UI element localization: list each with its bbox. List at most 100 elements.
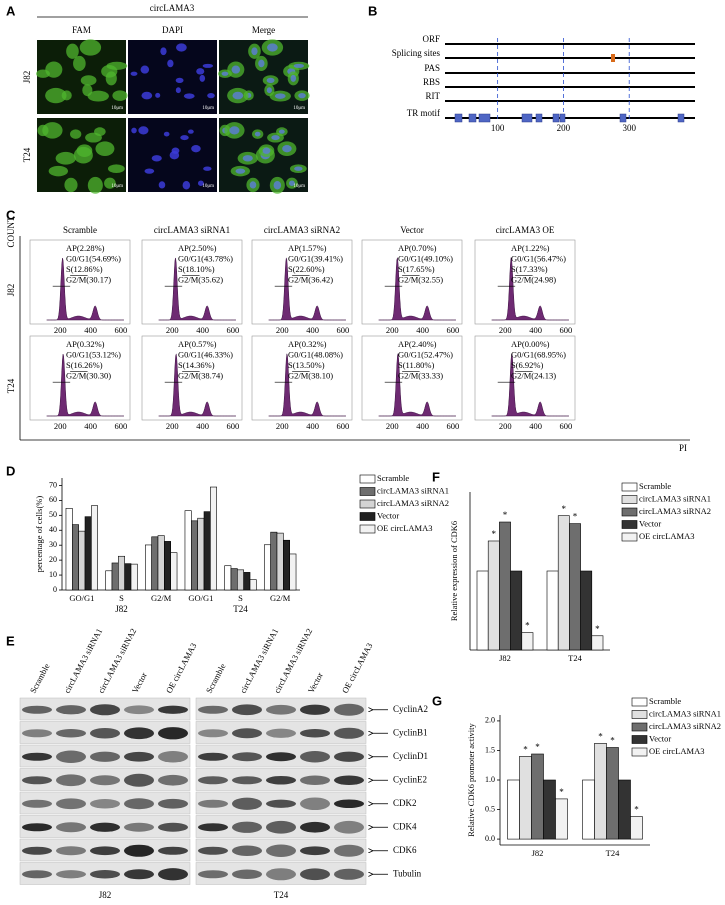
- band: [22, 776, 52, 785]
- nucleus: [274, 93, 286, 99]
- band: [158, 705, 188, 714]
- cell: [107, 164, 125, 173]
- legend-label: Scramble: [639, 481, 671, 491]
- nucleus: [290, 74, 297, 82]
- band: [198, 823, 228, 832]
- tr-motif: [478, 113, 491, 123]
- significance-mark: *: [598, 731, 603, 741]
- band: [300, 821, 330, 833]
- stat-label: G0/G1(48.08%): [288, 349, 343, 359]
- nucleus: [262, 147, 271, 154]
- band: [56, 846, 86, 856]
- cell: [48, 165, 69, 177]
- splice-site: [611, 54, 615, 62]
- stat-label: S(17.65%): [398, 264, 435, 274]
- y-tick-label: 0: [53, 585, 57, 594]
- bar: [230, 568, 238, 591]
- band: [124, 798, 154, 810]
- x-tick-label: J82: [499, 653, 511, 663]
- tick-label: 600: [447, 325, 460, 335]
- track-label: Splicing sites: [392, 48, 441, 58]
- protein-label: CyclinE2: [393, 774, 427, 784]
- tick-label: 100: [491, 123, 505, 133]
- bar: [569, 523, 581, 651]
- nucleus: [235, 168, 246, 174]
- bar: [170, 552, 178, 591]
- band: [334, 751, 364, 762]
- bar: [72, 524, 79, 591]
- band: [266, 868, 296, 881]
- band: [90, 870, 120, 879]
- nucleus: [196, 68, 205, 75]
- band: [158, 727, 188, 740]
- bar: [78, 530, 86, 591]
- lane-label: Vector: [130, 670, 149, 694]
- bar: [210, 486, 217, 591]
- nucleus: [232, 91, 244, 100]
- band: [198, 776, 228, 785]
- tick-label: 400: [306, 421, 319, 431]
- panel-label: C: [6, 207, 16, 222]
- panel-title: circLAMA3: [150, 3, 195, 13]
- bar: [531, 753, 544, 840]
- band: [124, 727, 154, 740]
- band: [22, 752, 52, 761]
- histogram-frame: [251, 239, 353, 325]
- histogram: [268, 353, 346, 417]
- stat-label: G2/M(35.62): [178, 274, 223, 284]
- tr-motif: [468, 113, 477, 123]
- track-label: ORF: [422, 34, 440, 44]
- lane-label: Vector: [306, 670, 325, 694]
- bar: [521, 632, 534, 651]
- band: [56, 705, 86, 715]
- bar: [111, 562, 119, 591]
- band: [124, 773, 154, 787]
- bar: [203, 511, 211, 591]
- cell-label: T24: [274, 890, 289, 900]
- stat-label: G0/G1(52.47%): [398, 349, 453, 359]
- significance-mark: *: [562, 504, 567, 514]
- band: [90, 704, 120, 716]
- bar: [118, 555, 125, 591]
- x-tick-label: G2/M: [270, 593, 291, 603]
- legend-label: circLAMA3 siRNA2: [649, 721, 721, 731]
- band: [266, 775, 296, 785]
- nucleus: [221, 71, 229, 76]
- cell: [79, 39, 102, 56]
- blot: [195, 721, 367, 744]
- nucleus: [158, 181, 166, 189]
- nucleus: [155, 92, 161, 98]
- stat-label: G0/G1(56.47%): [511, 253, 566, 263]
- legend-swatch: [631, 722, 648, 732]
- row-label: J82: [6, 284, 16, 297]
- stat-label: G2/M(33.33): [398, 370, 443, 380]
- tr-motif: [552, 113, 560, 123]
- legend-swatch: [359, 499, 376, 509]
- column-label: circLAMA3 OE: [496, 225, 555, 235]
- y-tick-label: 60: [49, 495, 57, 504]
- legend-label: OE circLAMA3: [377, 523, 432, 533]
- stat-label: S(16.26%): [66, 360, 103, 370]
- tr-motif: [535, 113, 543, 123]
- protein-label: CyclinB1: [393, 727, 428, 737]
- histogram-frame: [361, 239, 463, 325]
- track-label: RIT: [426, 91, 441, 101]
- x-tick-label: S: [119, 593, 124, 603]
- column-label: Scramble: [63, 225, 97, 235]
- stat-label: S(18.10%): [178, 264, 215, 274]
- legend-swatch: [621, 495, 638, 504]
- panel-label: F: [432, 469, 440, 484]
- histogram: [268, 257, 346, 321]
- stat-label: G0/G1(49.10%): [398, 253, 453, 263]
- scale-label: 10μm: [202, 106, 214, 111]
- stat-label: AP(2.40%): [398, 339, 437, 349]
- legend-label: circLAMA3 siRNA1: [639, 493, 711, 503]
- tick-label: 200: [386, 421, 399, 431]
- histogram: [46, 257, 124, 321]
- nucleus: [267, 43, 278, 52]
- nucleus: [273, 181, 282, 190]
- legend-label: Vector: [649, 733, 671, 743]
- band: [300, 868, 330, 881]
- x-tick-label: G2/M: [151, 593, 172, 603]
- tick-label: 300: [622, 123, 636, 133]
